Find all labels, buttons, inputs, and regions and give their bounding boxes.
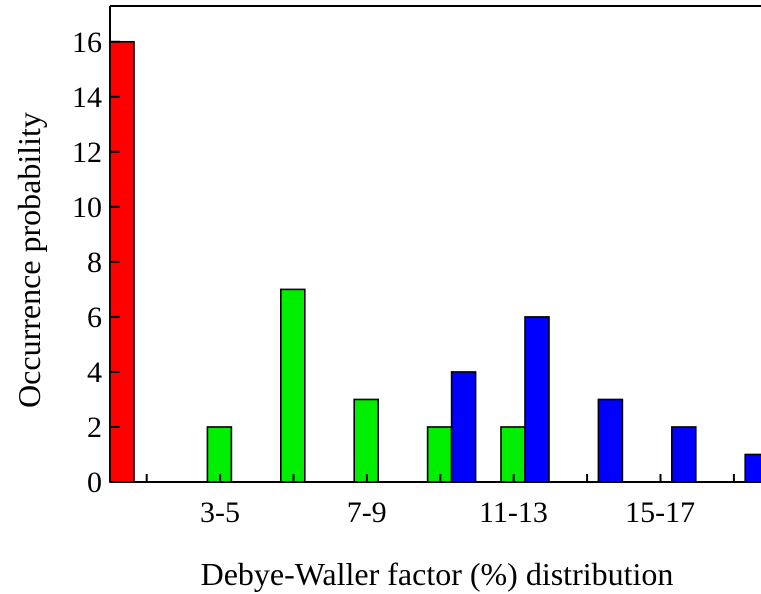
y-tick-label: 8	[87, 246, 102, 279]
bar	[670, 426, 697, 483]
y-tick-label: 6	[87, 301, 102, 334]
y-tick-label: 0	[87, 466, 102, 499]
x-ticks: 3-5 7-9 11-13 15-17	[145, 474, 735, 529]
bar	[353, 398, 380, 483]
y-tick-label: 16	[72, 26, 102, 59]
bar	[206, 426, 233, 483]
bar	[524, 316, 550, 483]
y-tick-label: 12	[72, 136, 102, 169]
x-tick-label: 15-17	[625, 496, 695, 529]
x-axis-title: Debye-Waller factor (%) distribution	[201, 556, 674, 592]
y-tick-label: 2	[87, 411, 102, 444]
bars-layer	[109, 40, 761, 483]
plot-frame	[109, 5, 761, 483]
y-axis-title: Occurrence probability	[11, 112, 47, 408]
bar	[744, 453, 761, 483]
bar	[500, 426, 526, 483]
y-ticks: 0 2 4 6 8 10 12 14 16	[72, 26, 120, 499]
y-tick-label: 10	[72, 191, 102, 224]
y-tick-label: 4	[87, 356, 102, 389]
y-tick-label: 14	[72, 81, 102, 114]
x-tick-label: 11-13	[479, 496, 548, 529]
x-tick-label: 3-5	[200, 496, 240, 529]
bar	[279, 288, 306, 483]
bar	[450, 371, 477, 483]
bar	[597, 398, 624, 483]
x-tick-label: 7-9	[347, 496, 387, 529]
bar	[426, 426, 453, 483]
